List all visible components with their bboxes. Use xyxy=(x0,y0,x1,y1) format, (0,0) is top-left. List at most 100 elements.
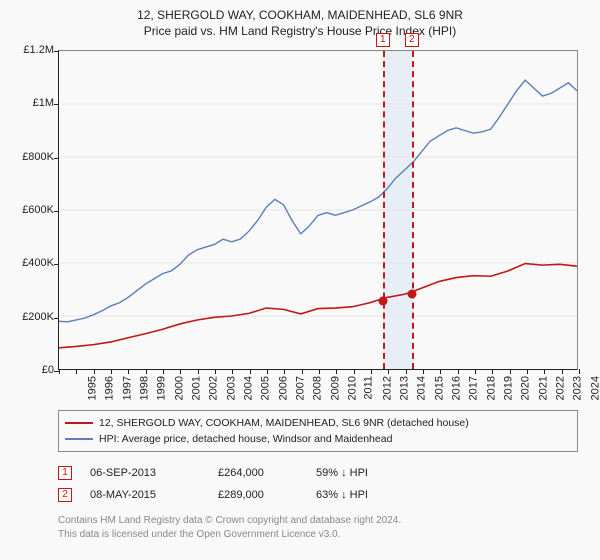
y-axis-label: £0 xyxy=(14,364,54,376)
y-tick xyxy=(54,51,59,52)
chart-subtitle: Price paid vs. HM Land Registry's House … xyxy=(14,24,586,38)
x-axis-label: 2012 xyxy=(381,376,393,400)
transaction-date: 08-MAY-2015 xyxy=(90,484,200,506)
x-axis-label: 2003 xyxy=(225,376,237,400)
credit-line: This data is licensed under the Open Gov… xyxy=(58,528,578,542)
x-axis-label: 1998 xyxy=(138,376,150,400)
legend-text: 12, SHERGOLD WAY, COOKHAM, MAIDENHEAD, S… xyxy=(99,415,469,431)
x-tick xyxy=(579,369,580,374)
x-tick xyxy=(336,369,337,374)
x-tick xyxy=(423,369,424,374)
x-tick xyxy=(354,369,355,374)
x-axis-label: 2013 xyxy=(398,376,410,400)
x-tick xyxy=(215,369,216,374)
y-tick xyxy=(54,158,59,159)
x-axis-label: 2007 xyxy=(294,376,306,400)
x-axis-label: 2010 xyxy=(346,376,358,400)
x-axis-label: 2017 xyxy=(468,376,480,400)
legend-swatch xyxy=(65,438,93,440)
marker-label-box: 1 xyxy=(376,33,390,47)
x-tick xyxy=(406,369,407,374)
x-axis-label: 2014 xyxy=(416,376,428,400)
x-tick xyxy=(319,369,320,374)
series-price_paid xyxy=(59,264,577,348)
legend-row: HPI: Average price, detached house, Wind… xyxy=(65,431,571,447)
y-axis-label: £400K xyxy=(14,257,54,269)
y-axis-label: £1.2M xyxy=(14,44,54,56)
marker-label-box: 2 xyxy=(405,33,419,47)
x-tick xyxy=(544,369,545,374)
x-tick xyxy=(163,369,164,374)
y-tick xyxy=(54,211,59,212)
x-axis-label: 2016 xyxy=(450,376,462,400)
y-axis-label: £200K xyxy=(14,311,54,323)
legend: 12, SHERGOLD WAY, COOKHAM, MAIDENHEAD, S… xyxy=(58,410,578,452)
transaction-marker: 1 xyxy=(58,466,72,480)
y-tick xyxy=(54,264,59,265)
x-tick xyxy=(371,369,372,374)
legend-text: HPI: Average price, detached house, Wind… xyxy=(99,431,392,447)
credit-line: Contains HM Land Registry data © Crown c… xyxy=(58,514,578,528)
plot-area: 12 xyxy=(58,50,578,370)
x-tick xyxy=(267,369,268,374)
x-axis-label: 2023 xyxy=(572,376,584,400)
y-axis-label: £600K xyxy=(14,204,54,216)
x-axis-label: 2024 xyxy=(589,376,600,400)
chart-container: 12, SHERGOLD WAY, COOKHAM, MAIDENHEAD, S… xyxy=(0,0,600,560)
x-axis-label: 2002 xyxy=(208,376,220,400)
legend-swatch xyxy=(65,422,93,424)
x-tick xyxy=(94,369,95,374)
x-axis-label: 2020 xyxy=(520,376,532,400)
y-tick xyxy=(54,104,59,105)
x-tick xyxy=(250,369,251,374)
x-axis-label: 2021 xyxy=(537,376,549,400)
transaction-row: 208-MAY-2015£289,00063% ↓ HPI xyxy=(58,484,578,506)
x-tick xyxy=(458,369,459,374)
x-axis-label: 1999 xyxy=(156,376,168,400)
chart-title: 12, SHERGOLD WAY, COOKHAM, MAIDENHEAD, S… xyxy=(14,8,586,22)
x-tick xyxy=(527,369,528,374)
transaction-marker: 2 xyxy=(58,488,72,502)
x-axis-label: 2019 xyxy=(502,376,514,400)
transactions-table: 106-SEP-2013£264,00059% ↓ HPI208-MAY-201… xyxy=(58,462,578,506)
x-axis-label: 1997 xyxy=(121,376,133,400)
x-axis-label: 2006 xyxy=(277,376,289,400)
marker-vline xyxy=(383,51,385,369)
marker-vline xyxy=(412,51,414,369)
x-axis-label: 2015 xyxy=(433,376,445,400)
marker-dot xyxy=(407,289,416,298)
x-tick xyxy=(111,369,112,374)
y-axis-label: £800K xyxy=(14,151,54,163)
line-layer xyxy=(59,51,577,369)
x-tick xyxy=(128,369,129,374)
x-tick xyxy=(302,369,303,374)
x-axis-label: 2008 xyxy=(312,376,324,400)
x-axis-label: 2022 xyxy=(554,376,566,400)
transaction-row: 106-SEP-2013£264,00059% ↓ HPI xyxy=(58,462,578,484)
x-tick xyxy=(59,369,60,374)
marker-dot xyxy=(378,296,387,305)
x-tick xyxy=(180,369,181,374)
credits: Contains HM Land Registry data © Crown c… xyxy=(58,514,578,542)
x-axis-label: 2004 xyxy=(242,376,254,400)
x-axis-label: 1996 xyxy=(104,376,116,400)
x-tick xyxy=(475,369,476,374)
x-tick xyxy=(284,369,285,374)
x-axis-label: 2011 xyxy=(363,376,375,400)
x-axis-label: 2009 xyxy=(329,376,341,400)
x-axis-label: 2005 xyxy=(260,376,272,400)
x-tick xyxy=(492,369,493,374)
chart-area: 12 £0£200K£400K£600K£800K£1M£1.2M 199519… xyxy=(14,44,586,404)
x-axis-label: 2018 xyxy=(485,376,497,400)
transaction-date: 06-SEP-2013 xyxy=(90,462,200,484)
y-tick xyxy=(54,318,59,319)
x-tick xyxy=(388,369,389,374)
x-tick xyxy=(562,369,563,374)
x-tick xyxy=(198,369,199,374)
transaction-hpi: 59% ↓ HPI xyxy=(316,462,406,484)
transaction-hpi: 63% ↓ HPI xyxy=(316,484,406,506)
x-axis-label: 2001 xyxy=(190,376,202,400)
y-axis-label: £1M xyxy=(14,97,54,109)
x-tick xyxy=(440,369,441,374)
x-tick xyxy=(146,369,147,374)
